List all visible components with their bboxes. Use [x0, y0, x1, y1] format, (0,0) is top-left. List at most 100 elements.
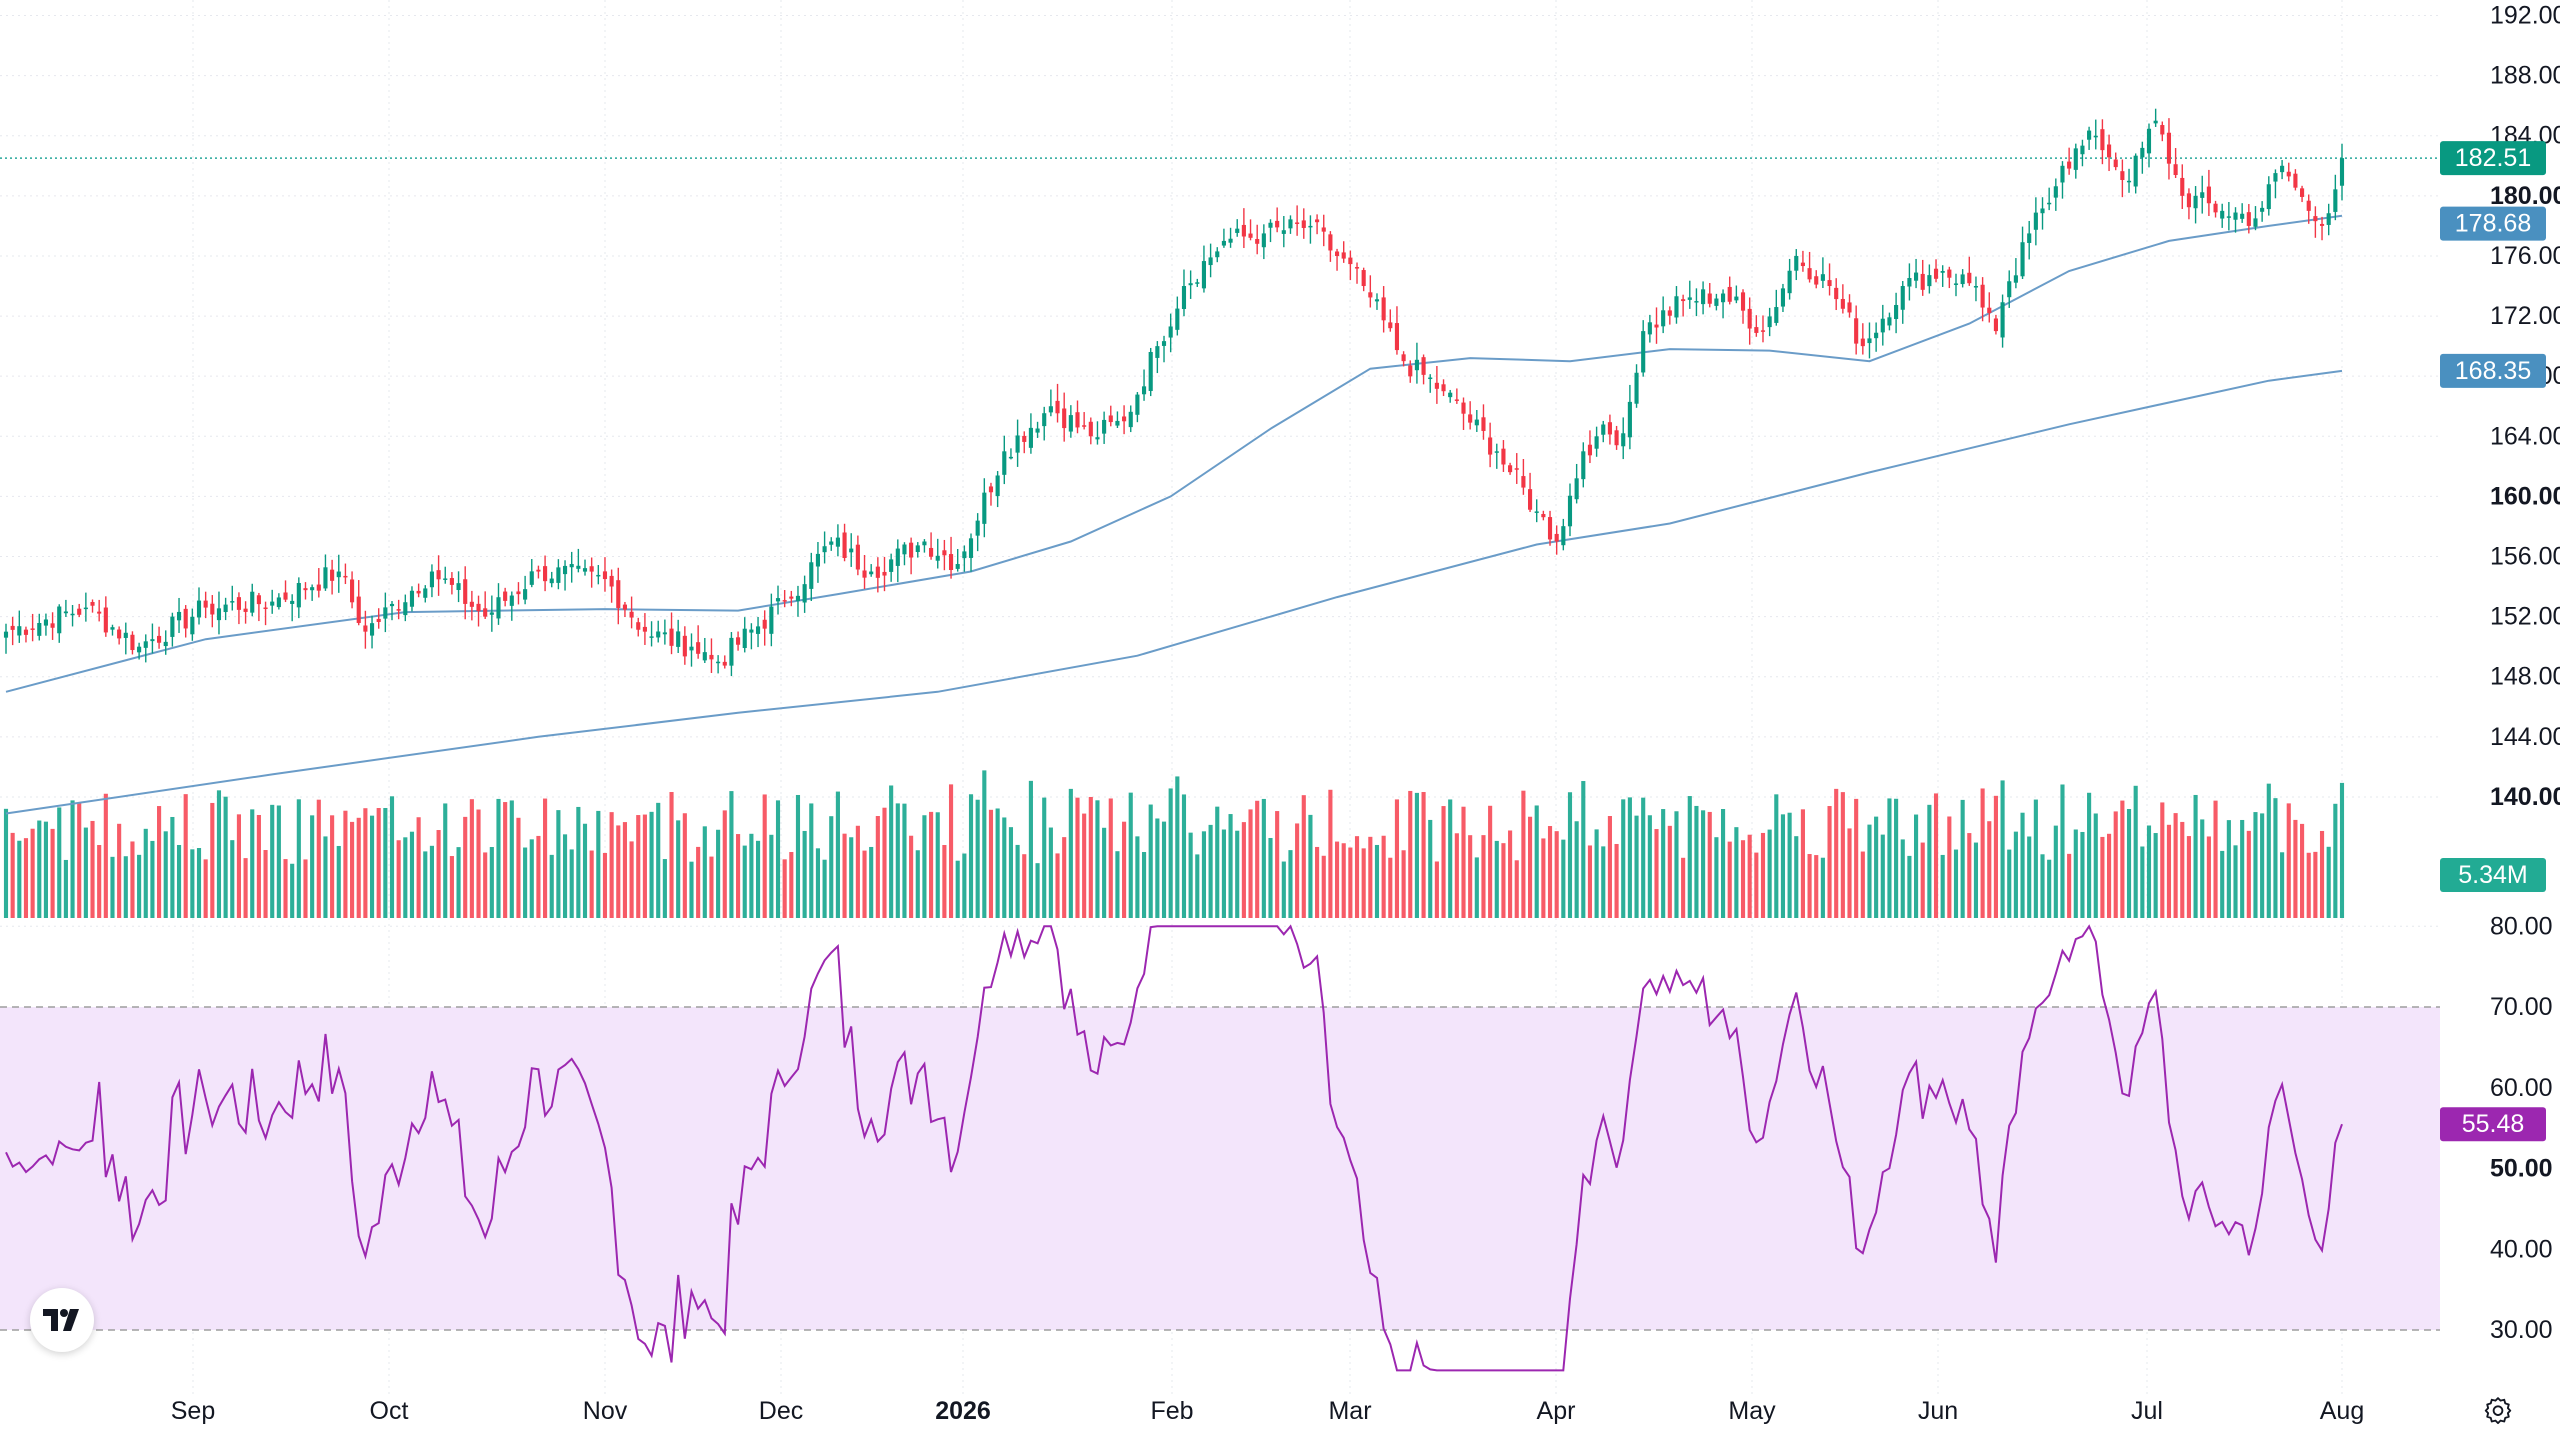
- price-tick-label: 192.00: [2490, 2, 2560, 30]
- volume-bar: [1215, 806, 1220, 918]
- candle-body: [383, 607, 388, 619]
- candle-body: [63, 611, 68, 614]
- candle-body: [496, 597, 501, 619]
- volume-bar: [1022, 854, 1027, 918]
- candle-body: [176, 611, 182, 621]
- candle-body: [1028, 427, 1033, 448]
- candle-body: [1141, 386, 1147, 395]
- volume-bar: [842, 833, 847, 918]
- candle-body: [97, 611, 102, 614]
- volume-bar: [310, 815, 315, 918]
- rsi-tick-label: 70.00: [2490, 993, 2553, 1021]
- volume-bar: [496, 798, 501, 918]
- volume-bar: [2306, 852, 2311, 918]
- gear-icon[interactable]: [2478, 1390, 2518, 1430]
- volume-bar: [1161, 821, 1167, 918]
- candle-body: [882, 571, 887, 576]
- candle-body: [290, 600, 295, 604]
- volume-bar: [662, 859, 667, 918]
- volume-bar: [2027, 836, 2032, 918]
- candle-body: [849, 548, 854, 553]
- candle-body: [330, 569, 335, 581]
- volume-bar: [1181, 794, 1187, 918]
- candle-body: [416, 590, 421, 594]
- candle-body: [2206, 186, 2211, 204]
- volume-bar: [2047, 859, 2052, 918]
- volume-bar: [1920, 842, 1925, 918]
- volume-bar: [483, 852, 488, 918]
- candle-body: [1980, 284, 1985, 308]
- candle-body: [1088, 421, 1093, 437]
- candle-body: [543, 566, 548, 582]
- candle-body: [689, 646, 694, 651]
- candle-body: [2146, 128, 2152, 154]
- volume-bar: [2319, 830, 2325, 918]
- volume-bar: [1834, 788, 1839, 918]
- candle-body: [1720, 293, 1726, 303]
- candle-body: [1501, 448, 1506, 465]
- volume-bar: [523, 847, 528, 918]
- candle-body: [1860, 338, 1865, 347]
- candle-body: [1880, 318, 1885, 333]
- volume-bar: [183, 794, 188, 918]
- volume-bar: [2146, 825, 2152, 918]
- volume-bar: [589, 850, 594, 918]
- volume-bar: [516, 817, 521, 918]
- volume-bar: [682, 813, 687, 918]
- volume-bar: [782, 859, 787, 918]
- candle-body: [716, 661, 721, 664]
- volume-bar: [1128, 792, 1133, 918]
- tradingview-logo-icon[interactable]: [30, 1288, 94, 1352]
- volume-bar: [835, 791, 840, 918]
- volume-bar: [709, 856, 714, 918]
- volume-bar: [3, 808, 9, 918]
- volume-bar: [1687, 796, 1692, 918]
- candle-body: [1122, 416, 1127, 422]
- volume-bar: [243, 858, 248, 918]
- volume-bar: [1088, 796, 1093, 918]
- candle-body: [2033, 212, 2038, 230]
- candle-body: [736, 637, 741, 645]
- volume-bar: [290, 863, 295, 918]
- candle-body: [356, 596, 361, 623]
- volume-bar: [1900, 839, 1905, 918]
- candle-body: [2253, 218, 2258, 227]
- candle-body: [1055, 400, 1060, 414]
- candle-body: [1474, 419, 1479, 426]
- candle-body: [2226, 216, 2231, 218]
- candle-body: [1368, 292, 1373, 298]
- volume-bar: [1814, 855, 1819, 918]
- volume-bar: [330, 815, 335, 918]
- volume-bar: [463, 816, 468, 918]
- volume-bar: [396, 840, 401, 918]
- volume-bar: [1720, 809, 1726, 918]
- candle-body: [489, 612, 494, 615]
- volume-bar: [1288, 850, 1293, 918]
- candle-body: [1674, 296, 1679, 318]
- volume-bar: [2253, 812, 2258, 918]
- volume-bar: [829, 816, 834, 918]
- candle-body: [1820, 274, 1825, 281]
- candle-body: [83, 607, 88, 610]
- volume-bar: [649, 811, 654, 918]
- volume-bar: [1874, 816, 1879, 918]
- volume-bar: [1235, 830, 1240, 918]
- volume-bar: [656, 802, 661, 918]
- candle-body: [962, 551, 967, 559]
- candle-body: [829, 541, 834, 545]
- volume-bar: [270, 804, 275, 918]
- candle-body: [1607, 422, 1612, 435]
- volume-bar: [37, 820, 42, 918]
- candle-body: [1022, 435, 1027, 442]
- volume-bar: [1760, 832, 1766, 918]
- volume-bar: [2293, 819, 2298, 918]
- volume-bar: [416, 817, 421, 918]
- candle-body: [889, 559, 894, 572]
- candle-body: [789, 596, 794, 599]
- volume-bar: [2113, 811, 2118, 918]
- volume-bar: [90, 820, 95, 918]
- candle-body: [1867, 338, 1872, 344]
- candle-body: [123, 632, 128, 638]
- candle-body: [1374, 299, 1380, 302]
